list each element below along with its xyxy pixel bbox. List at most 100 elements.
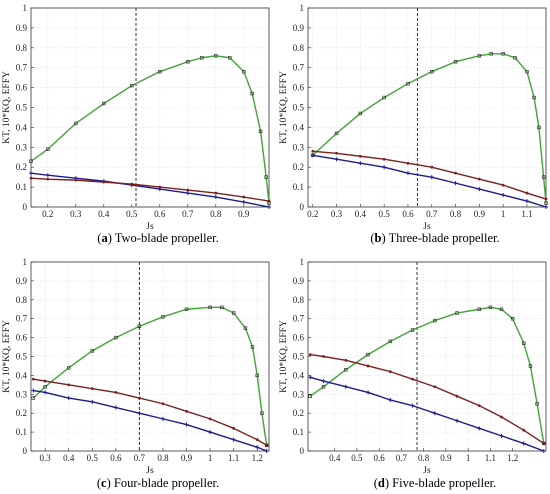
chart-panel-b: 0.2 0.3 0.4 0.5 0.6 0.7 0.8 0.9 1 1.1 0 0.1 0.2 0.3 0.… bbox=[279, 3, 548, 245]
series-line-kt bbox=[310, 376, 545, 452]
data-point-kt bbox=[255, 445, 260, 450]
data-point-kq bbox=[74, 178, 78, 182]
y-tick-label: 0.3 bbox=[293, 389, 305, 399]
data-point-effy bbox=[250, 91, 254, 96]
chart-panel-c: 0.3 0.4 0.5 0.6 0.7 0.8 0.9 1 1.1 1.2 0 0.1 0.2 0.3 0.… bbox=[2, 257, 270, 490]
x-tick-label: 0.8 bbox=[450, 209, 462, 219]
data-point-effy bbox=[541, 175, 546, 179]
series-line-kq bbox=[310, 353, 545, 445]
data-point-effy bbox=[258, 129, 263, 134]
y-tick-label: 1 bbox=[23, 3, 28, 13]
caption-letter: d bbox=[378, 476, 385, 490]
data-point-kq bbox=[67, 383, 71, 387]
caption-text: Five-blade propeller. bbox=[392, 476, 496, 490]
data-point-kq bbox=[477, 177, 481, 181]
data-point-kt bbox=[213, 195, 218, 200]
x-tick-label: 0.6 bbox=[374, 453, 386, 463]
data-point-kt bbox=[321, 379, 326, 384]
data-point-kq bbox=[232, 426, 236, 430]
data-point-kt bbox=[231, 437, 236, 442]
x-tick-label: 0.5 bbox=[379, 209, 391, 219]
data-point-kq bbox=[130, 182, 134, 186]
data-point-kt bbox=[113, 405, 118, 410]
data-point-effy bbox=[499, 307, 504, 311]
data-point-effy bbox=[228, 56, 232, 60]
series-line-kq bbox=[30, 177, 270, 202]
x-tick-label: 1 bbox=[466, 453, 471, 463]
caption-paren-close: ) bbox=[385, 476, 392, 490]
x-tick-label: 1.2 bbox=[252, 453, 263, 463]
y-tick-label: 0.2 bbox=[293, 162, 304, 172]
data-point-kq bbox=[31, 377, 35, 381]
y-tick-label: 0.2 bbox=[16, 162, 27, 172]
panel-caption: (c) Four-blade propeller. bbox=[97, 476, 219, 490]
x-tick-label: 0.4 bbox=[63, 453, 75, 463]
data-point-effy bbox=[528, 364, 533, 368]
data-point-effy bbox=[455, 311, 459, 315]
panel-caption: (b) Three-blade propeller. bbox=[370, 231, 499, 245]
y-tick-label: 0.8 bbox=[293, 43, 305, 53]
caption-paren-open: ( bbox=[374, 476, 378, 490]
data-point-effy bbox=[231, 311, 236, 315]
data-point-kq bbox=[454, 171, 457, 175]
data-point-effy bbox=[31, 396, 36, 400]
series-line-effy bbox=[312, 53, 547, 204]
x-tick-label: 1 bbox=[208, 453, 213, 463]
data-point-kq bbox=[137, 396, 141, 400]
x-tick-label: 1.1 bbox=[485, 453, 496, 463]
y-tick-label: 0.7 bbox=[293, 63, 305, 73]
y-tick-label: 0.7 bbox=[16, 63, 28, 73]
data-point-effy bbox=[250, 345, 255, 349]
y-tick-label: 0.4 bbox=[16, 122, 28, 132]
x-tick-label: 1 bbox=[501, 209, 506, 219]
data-point-kq bbox=[366, 364, 370, 368]
data-point-kq bbox=[185, 409, 188, 413]
data-point-effy bbox=[532, 95, 536, 100]
data-point-effy bbox=[410, 328, 415, 332]
x-axis-label: Js bbox=[423, 466, 431, 476]
data-point-effy bbox=[477, 307, 481, 311]
x-tick-label: 1.1 bbox=[521, 209, 532, 219]
y-tick-label: 0.1 bbox=[293, 182, 304, 192]
x-tick-label: 0.2 bbox=[307, 209, 318, 219]
x-tick-label: 0.8 bbox=[418, 453, 430, 463]
data-point-effy bbox=[158, 69, 162, 74]
caption-paren-close: ) bbox=[108, 231, 115, 245]
x-axis-label: Js bbox=[146, 222, 154, 232]
data-point-kt bbox=[429, 175, 434, 180]
caption-paren-open: ( bbox=[97, 231, 101, 245]
data-point-kq bbox=[522, 428, 526, 432]
data-point-effy bbox=[74, 121, 78, 126]
data-point-effy bbox=[334, 131, 339, 136]
y-tick-label: 0.6 bbox=[293, 83, 305, 93]
y-tick-label: 0.5 bbox=[16, 103, 28, 113]
data-point-effy bbox=[208, 305, 212, 310]
x-tick-label: 0.8 bbox=[210, 209, 222, 219]
y-tick-label: 0.9 bbox=[293, 23, 305, 33]
y-tick-label: 1 bbox=[300, 3, 305, 13]
chart-panel-d: 0.4 0.5 0.6 0.7 0.8 0.9 1 1.1 1.2 0 0.1 0.2 0.3 0.4 0.… bbox=[279, 257, 547, 490]
data-point-kt bbox=[541, 449, 546, 453]
y-tick-label: 0.8 bbox=[293, 295, 305, 305]
data-point-effy bbox=[406, 81, 410, 86]
data-point-effy bbox=[67, 366, 71, 370]
y-tick-label: 0.3 bbox=[293, 142, 305, 152]
y-tick-label: 0.8 bbox=[16, 43, 28, 53]
series-line-kq bbox=[33, 378, 268, 446]
panel-caption: (d) Five-blade propeller. bbox=[374, 476, 497, 490]
data-point-effy bbox=[243, 326, 248, 330]
data-point-kt bbox=[308, 375, 313, 380]
data-point-effy bbox=[90, 349, 94, 353]
data-point-kt bbox=[185, 191, 190, 196]
data-point-kt bbox=[524, 199, 529, 204]
series-line-kq bbox=[312, 150, 547, 200]
y-tick-label: 0 bbox=[23, 446, 28, 456]
data-point-kt bbox=[66, 396, 71, 401]
data-point-kt bbox=[310, 153, 315, 158]
data-point-kq bbox=[406, 161, 410, 165]
data-point-kq bbox=[90, 387, 94, 391]
data-point-kq bbox=[501, 183, 505, 187]
x-tick-label: 0.4 bbox=[355, 209, 367, 219]
data-point-effy bbox=[453, 60, 458, 64]
y-tick-label: 0.4 bbox=[16, 370, 28, 380]
